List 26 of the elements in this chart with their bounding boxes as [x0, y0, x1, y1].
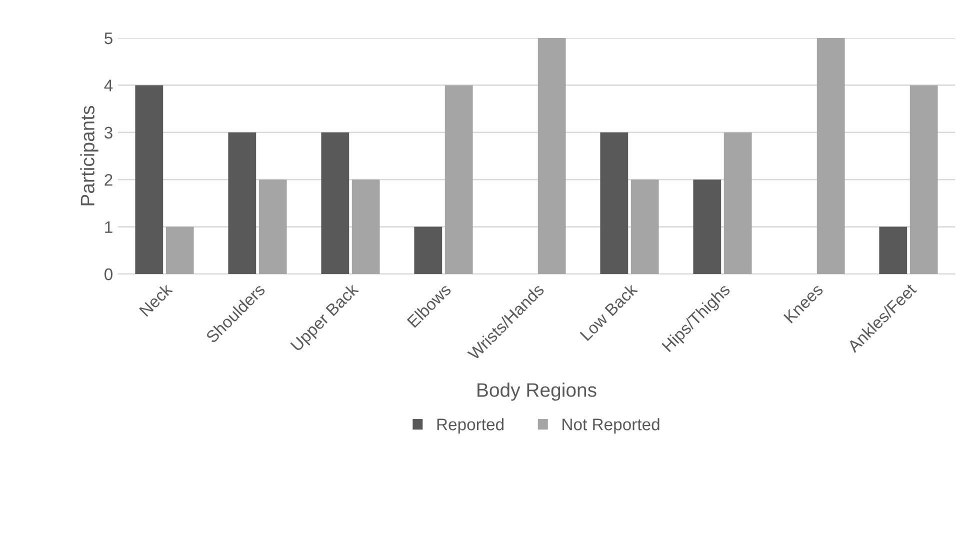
bar — [538, 38, 566, 274]
bar — [166, 226, 194, 274]
bar — [228, 132, 256, 274]
y-tick-label: 5 — [104, 32, 112, 44]
y-axis-title: Participants — [80, 106, 98, 206]
bar — [258, 180, 287, 274]
bar — [910, 85, 938, 274]
bar — [693, 180, 722, 274]
bar — [321, 132, 350, 274]
bar — [879, 226, 908, 274]
y-tick-label: 2 — [104, 174, 112, 186]
y-tick-label: 1 — [105, 221, 112, 233]
bar — [600, 132, 628, 274]
bar — [630, 180, 659, 274]
y-tick-label: 0 — [104, 268, 112, 280]
y-tick-label: 4 — [104, 80, 113, 92]
bar — [414, 226, 442, 274]
legend-label: Reported — [437, 418, 504, 434]
bar — [724, 132, 752, 274]
y-tick-label: 3 — [104, 126, 112, 139]
bar — [816, 38, 845, 274]
bar — [135, 85, 164, 274]
bar — [352, 180, 380, 274]
x-axis-title: Body Regions — [478, 382, 596, 401]
bar — [444, 85, 473, 274]
legend-label: Not Reported — [562, 418, 660, 434]
